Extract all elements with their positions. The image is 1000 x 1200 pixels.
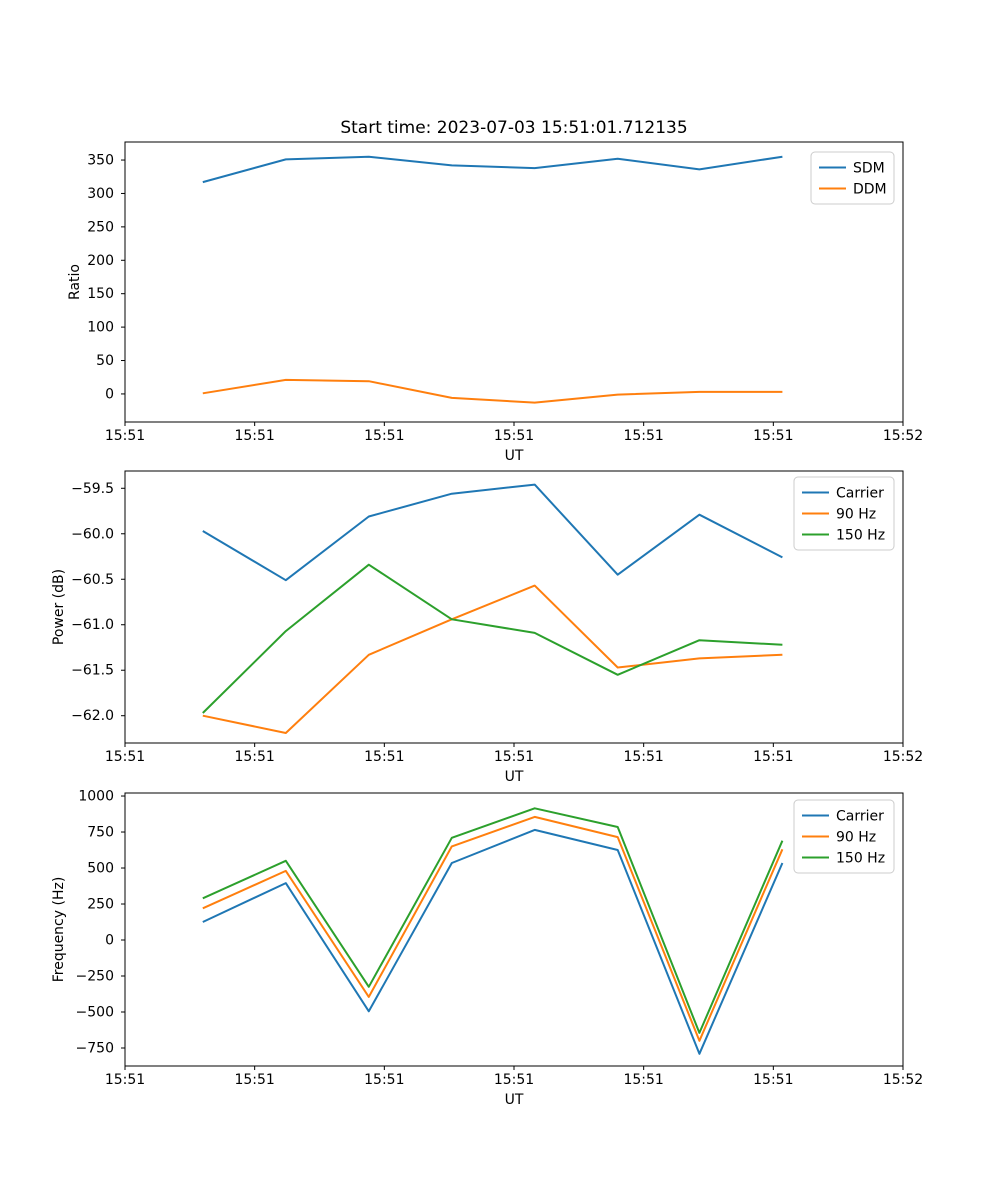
y-tick-label: 500: [87, 861, 114, 877]
x-tick-label: 15:51: [494, 749, 534, 765]
y-tick-label: 100: [87, 320, 114, 336]
line-150-hz: [202, 807, 784, 1034]
y-tick-label: 0: [105, 386, 114, 402]
subplot-frequency-hz-: 15:51 15:51 15:51 15:51 15:51 15:51 15:52 1000 7…: [51, 789, 923, 1108]
legend-frame: [793, 799, 895, 874]
legend-label: 90 Hz: [836, 830, 876, 846]
y-tick-label: −61.0: [71, 617, 114, 633]
x-axis-label: UT: [505, 448, 524, 464]
x-tick-label: 15:51: [753, 749, 793, 765]
legend-frame: [793, 476, 895, 551]
y-tick-label: −62.0: [71, 708, 114, 724]
legend-label: DDM: [853, 182, 887, 198]
x-tick-label: 15:51: [494, 1072, 534, 1088]
legend-label: 90 Hz: [836, 507, 876, 523]
x-tick-label: 15:51: [105, 749, 145, 765]
y-tick-label: −61.5: [71, 663, 114, 679]
y-axis-label: Power (dB): [51, 569, 67, 645]
line-90-hz: [202, 584, 783, 734]
legend: Carrier 90 Hz 150 Hz: [793, 799, 895, 874]
line-sdm: [202, 155, 783, 184]
y-tick-label: 300: [87, 186, 114, 202]
x-axis-label: UT: [505, 1092, 524, 1108]
legend-label: 150 Hz: [836, 528, 885, 544]
y-tick-label: 0: [105, 933, 114, 949]
y-tick-label: 350: [87, 153, 114, 169]
subplot-power-db-: 15:51 15:51 15:51 15:51 15:51 15:51 15:52 −59.5…: [51, 470, 923, 785]
legend-label: Carrier: [836, 809, 884, 825]
axes-frame: [124, 470, 904, 744]
legend: SDM DDM: [810, 151, 895, 205]
legend-frame: [810, 151, 895, 205]
line-150-hz: [202, 563, 783, 714]
y-tick-label: −250: [76, 969, 114, 985]
x-tick-label: 15:51: [364, 1072, 404, 1088]
line-ddm: [202, 378, 783, 404]
x-tick-label: 15:51: [364, 749, 404, 765]
x-tick-label: 15:51: [623, 1072, 663, 1088]
legend: Carrier 90 Hz 150 Hz: [793, 476, 895, 551]
x-tick-label: 15:51: [105, 1072, 145, 1088]
axes-frame: [124, 141, 904, 423]
x-tick-label: 15:51: [234, 749, 274, 765]
x-tick-label: 15:51: [623, 749, 663, 765]
line-carrier: [202, 828, 784, 1055]
line-carrier: [202, 483, 783, 582]
axes-frame: [124, 792, 904, 1067]
y-tick-label: 250: [87, 897, 114, 913]
y-tick-label: −59.5: [71, 481, 114, 497]
x-tick-label: 15:51: [623, 428, 663, 444]
x-tick-label: 15:52: [883, 1072, 923, 1088]
legend-label: SDM: [853, 161, 885, 177]
y-tick-label: 50: [96, 353, 114, 369]
legend-label: 150 Hz: [836, 851, 885, 867]
x-tick-label: 15:51: [494, 428, 534, 444]
line-90-hz: [202, 815, 784, 1042]
x-tick-label: 15:52: [883, 428, 923, 444]
x-tick-label: 15:51: [753, 428, 793, 444]
subplot-ratio: 15:51 15:51 15:51 15:51 15:51 15:51 15:52 0 50 10…: [67, 141, 923, 464]
y-tick-label: 750: [87, 825, 114, 841]
y-axis-label: Ratio: [67, 264, 83, 300]
y-tick-label: 200: [87, 253, 114, 269]
x-tick-label: 15:51: [105, 428, 145, 444]
x-tick-label: 15:51: [364, 428, 404, 444]
x-tick-label: 15:51: [753, 1072, 793, 1088]
y-tick-label: 1000: [78, 789, 114, 805]
x-tick-label: 15:52: [883, 749, 923, 765]
y-tick-label: 250: [87, 219, 114, 235]
y-tick-label: −60.0: [71, 526, 114, 542]
y-axis-label: Frequency (Hz): [51, 877, 67, 983]
x-tick-label: 15:51: [234, 1072, 274, 1088]
y-tick-label: 150: [87, 286, 114, 302]
figure-title: Start time: 2023-07-03 15:51:01.712135: [340, 118, 688, 138]
x-tick-label: 15:51: [234, 428, 274, 444]
x-axis-label: UT: [505, 769, 524, 785]
y-tick-label: −750: [76, 1041, 114, 1057]
y-tick-label: −500: [76, 1005, 114, 1021]
legend-label: Carrier: [836, 486, 884, 502]
y-tick-label: −60.5: [71, 572, 114, 588]
